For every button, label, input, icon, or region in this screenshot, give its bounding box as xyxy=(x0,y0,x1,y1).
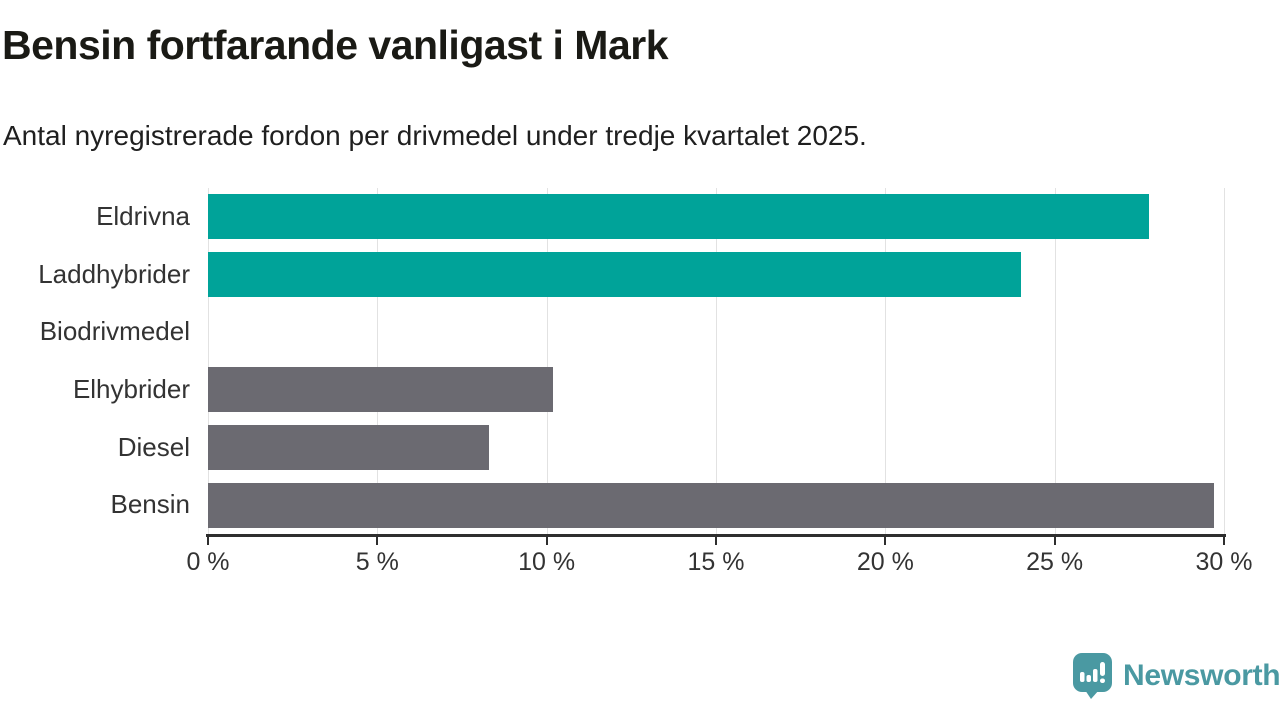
bar-eldrivna xyxy=(208,194,1150,240)
category-label: Eldrivna xyxy=(96,201,190,231)
axis-tick xyxy=(1053,537,1056,545)
axis-tick-label: 20 % xyxy=(856,548,914,576)
axis-tick xyxy=(545,537,548,545)
axis-tick-label: 25 % xyxy=(1026,548,1084,576)
axis-tick-label: 15 % xyxy=(687,548,745,576)
category-label: Diesel xyxy=(117,431,190,462)
axis-tick-label: 0 % xyxy=(186,548,230,576)
axis-tick-label: 10 % xyxy=(518,548,576,576)
axis-tick-label: 5 % xyxy=(355,548,399,576)
axis-tick xyxy=(884,537,887,545)
bar-row: Diesel xyxy=(0,419,1280,477)
bar-row: Biodrivmedel xyxy=(0,303,1280,361)
gridline xyxy=(885,188,887,534)
axis-tick xyxy=(376,537,379,545)
newsworthy-logo: Newsworthy xyxy=(1072,652,1280,699)
newsworthy-icon xyxy=(1073,653,1112,699)
bar-chart-plot: Eldrivna Laddhybrider Biodrivmedel Elhybrid… xyxy=(0,188,1280,534)
chart-subtitle: Antal nyregistrerade fordon per drivmede… xyxy=(3,120,867,151)
gridline xyxy=(208,188,209,534)
axis-tick xyxy=(715,537,717,545)
category-label: Biodrivmedel xyxy=(39,316,190,347)
axis-tick-label: 30 % xyxy=(1195,548,1253,576)
chart-title: Bensin fortfarande vanligast i Mark xyxy=(2,22,669,68)
axis-tick xyxy=(207,537,209,545)
gridline xyxy=(1054,188,1056,534)
bar-row: Laddhybrider xyxy=(0,246,1280,304)
gridline xyxy=(377,188,379,534)
gridline xyxy=(716,188,717,534)
bar-laddhybrider xyxy=(208,251,1021,297)
bar-row: Bensin xyxy=(0,476,1280,534)
bar-elhybrider xyxy=(208,367,554,413)
bar-bensin xyxy=(208,482,1214,528)
brand-name: Newsworthy xyxy=(1123,658,1280,692)
category-label: Laddhybrider xyxy=(38,258,190,289)
gridline xyxy=(546,188,548,534)
axis-tick xyxy=(1223,537,1225,545)
category-label: Bensin xyxy=(110,489,191,520)
bar-diesel xyxy=(208,424,490,470)
bar-row: Eldrivna xyxy=(0,188,1280,246)
bar-row: Elhybrider xyxy=(0,361,1280,419)
category-label: Elhybrider xyxy=(72,374,190,404)
x-axis-line xyxy=(206,534,1226,537)
gridline xyxy=(1224,188,1225,534)
